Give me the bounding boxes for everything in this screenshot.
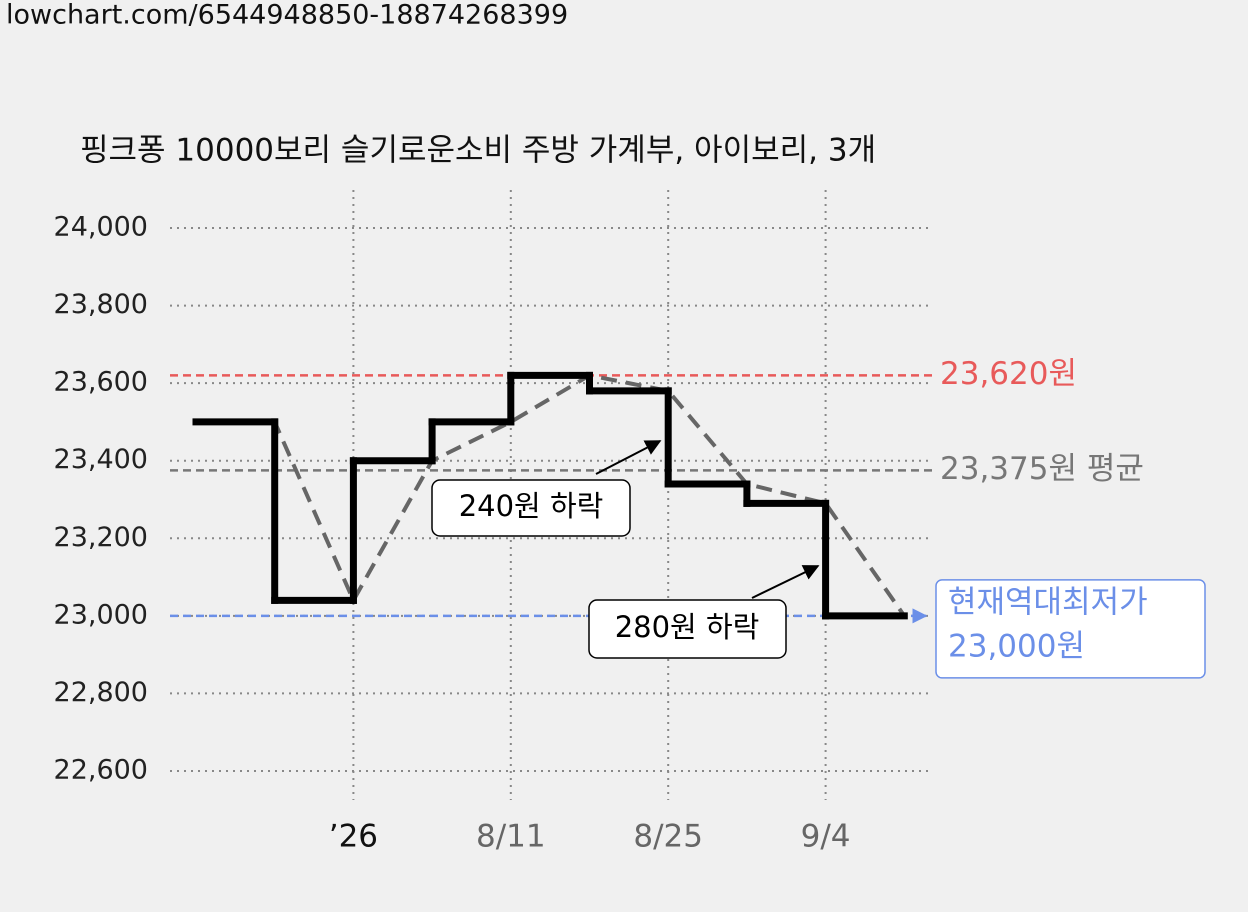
x-tick-label: 8/11: [476, 819, 546, 855]
reference-label: 23,375원 평균: [940, 451, 1144, 487]
reference-label: 23,620원: [940, 356, 1077, 392]
trend-line: [196, 373, 906, 618]
annotation-arrow: [595, 440, 662, 475]
x-tick-label: ’26: [329, 819, 378, 855]
annotation-text: 280원 하락: [615, 610, 760, 644]
y-tick-label: 22,800: [54, 677, 148, 708]
annotations: 240원 하락 280원 하락: [431, 440, 820, 659]
reference-label: 현재역대최저가: [948, 584, 1148, 620]
x-tick-label: 8/25: [633, 819, 703, 855]
y-tick-label: 23,000: [54, 599, 148, 630]
reference-label: 23,000원: [948, 628, 1085, 664]
y-tick-label: 23,800: [54, 289, 148, 320]
annotation-arrow: [751, 565, 820, 599]
y-tick-label: 23,400: [54, 444, 148, 475]
annotation-text: 240원 하락: [459, 489, 604, 523]
y-tick-label: 23,200: [54, 522, 148, 553]
y-tick-label: 24,000: [54, 212, 148, 243]
annotation-box: [588, 599, 787, 659]
x-tick-label: 9/4: [801, 819, 851, 855]
annotation-box: [431, 479, 631, 537]
y-tick-label: 22,600: [54, 755, 148, 786]
y-tick-label: 23,600: [54, 367, 148, 398]
url: lowchart.com/6544948850-18874268399: [6, 0, 568, 31]
chart-title: 핑크퐁 10000보리 슬기로운소비 주방 가계부, 아이보리, 3개: [80, 133, 876, 169]
reference-box: [935, 579, 1206, 679]
